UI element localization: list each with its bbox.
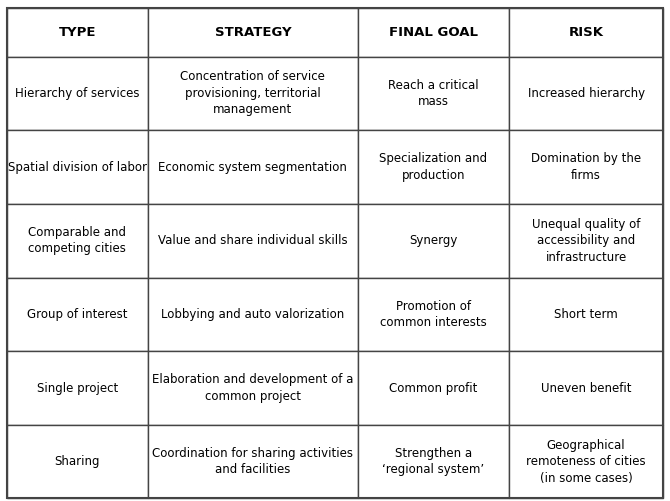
Text: Common profit: Common profit [389, 382, 478, 394]
Text: Increased hierarchy: Increased hierarchy [527, 87, 645, 100]
Text: Uneven benefit: Uneven benefit [541, 382, 631, 394]
Bar [148, 278, 358, 351]
Text: Geographical
remoteness of cities
(in some cases): Geographical remoteness of cities (in so… [527, 439, 646, 484]
Bar [148, 351, 358, 425]
Bar [509, 57, 663, 130]
Text: Sharing: Sharing [54, 455, 100, 468]
Text: Synergy: Synergy [409, 234, 458, 247]
Bar [148, 425, 358, 498]
Text: Value and share individual skills: Value and share individual skills [158, 234, 348, 247]
Text: FINAL GOAL: FINAL GOAL [389, 26, 478, 39]
Bar [358, 57, 509, 130]
Text: Coordination for sharing activities
and facilities: Coordination for sharing activities and … [153, 447, 354, 476]
Bar [148, 130, 358, 204]
Bar [148, 204, 358, 278]
Bar [7, 351, 148, 425]
Bar [358, 8, 509, 57]
Text: Lobbying and auto valorization: Lobbying and auto valorization [161, 308, 344, 321]
Text: RISK: RISK [569, 26, 604, 39]
Bar [7, 204, 148, 278]
Bar [7, 130, 148, 204]
Text: Short term: Short term [554, 308, 618, 321]
Text: TYPE: TYPE [58, 26, 96, 39]
Text: Reach a critical
mass: Reach a critical mass [388, 79, 479, 108]
Bar [509, 425, 663, 498]
Text: Single project: Single project [37, 382, 118, 394]
Bar [509, 278, 663, 351]
Bar [358, 130, 509, 204]
Bar [358, 425, 509, 498]
Text: Comparable and
competing cities: Comparable and competing cities [28, 226, 126, 256]
Bar [148, 57, 358, 130]
Text: Domination by the
firms: Domination by the firms [531, 152, 641, 182]
Bar [148, 8, 358, 57]
Text: Concentration of service
provisioning, territorial
management: Concentration of service provisioning, t… [180, 71, 326, 116]
Text: Promotion of
common interests: Promotion of common interests [380, 300, 487, 329]
Text: Strengthen a
‘regional system’: Strengthen a ‘regional system’ [383, 447, 484, 476]
Text: Specialization and
production: Specialization and production [379, 152, 488, 182]
Bar [358, 351, 509, 425]
Bar [7, 8, 148, 57]
Bar [358, 278, 509, 351]
Bar [7, 425, 148, 498]
Bar [7, 278, 148, 351]
Bar [358, 204, 509, 278]
Bar [509, 204, 663, 278]
Bar [509, 351, 663, 425]
Text: Unequal quality of
accessibility and
infrastructure: Unequal quality of accessibility and inf… [532, 218, 641, 264]
Text: Hierarchy of services: Hierarchy of services [15, 87, 139, 100]
Text: Spatial division of labor: Spatial division of labor [8, 161, 147, 173]
Text: Elaboration and development of a
common project: Elaboration and development of a common … [152, 373, 354, 403]
Text: Economic system segmentation: Economic system segmentation [159, 161, 347, 173]
Bar [509, 8, 663, 57]
Text: STRATEGY: STRATEGY [214, 26, 291, 39]
Bar [7, 57, 148, 130]
Bar [509, 130, 663, 204]
Text: Group of interest: Group of interest [27, 308, 127, 321]
